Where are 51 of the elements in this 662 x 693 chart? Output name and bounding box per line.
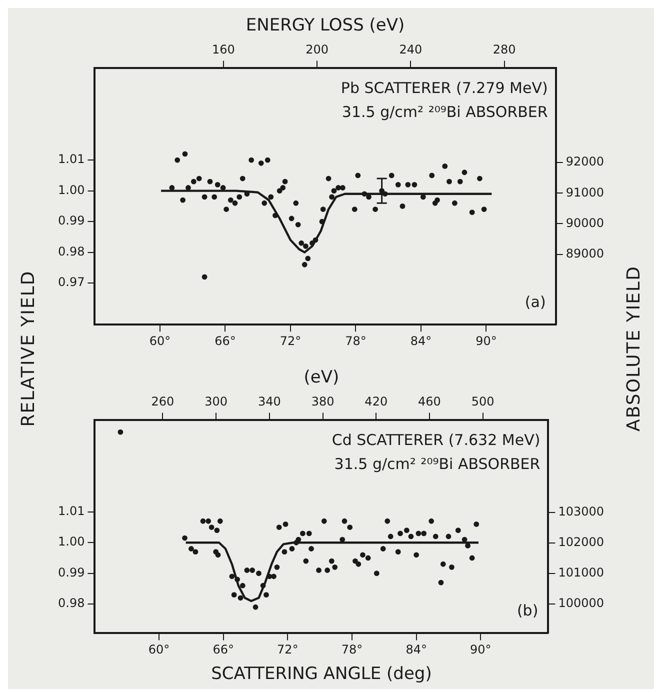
x-tick-label: 78° (341, 642, 363, 657)
y2-axis-title: ABSOLUTE YIELD (624, 266, 644, 432)
x2-tick-label: 380 (311, 394, 334, 409)
x2-tick-label: 260 (151, 394, 174, 409)
y-tick-label: 0.99 (58, 565, 85, 580)
y2-tick-label: 101000 (558, 566, 604, 580)
x-tick-label: 84° (406, 642, 427, 657)
y-tick-label: 0.99 (58, 214, 85, 228)
x2-tick-label: 300 (204, 394, 228, 409)
x2-tick-label: 500 (471, 394, 494, 409)
y-tick-label: 1.01 (58, 152, 85, 166)
annotation: 31.5 g/cm² ²⁰⁹Bi ABSORBER (334, 455, 540, 474)
x-tick-label: 84° (410, 334, 432, 348)
y2-tick-label: 90000 (566, 216, 604, 230)
y-tick-label: 0.98 (58, 244, 85, 258)
y2-tick-label: 92000 (566, 154, 604, 169)
x2-axis-title: (eV) (304, 368, 340, 388)
x-tick-label: 78° (345, 334, 366, 348)
x2-tick-label: 240 (399, 42, 422, 57)
x-tick-label: 60° (148, 642, 170, 657)
x2-tick-label: 200 (306, 42, 329, 57)
y-tick-label: 0.98 (58, 596, 85, 610)
y-tick-label: 1.00 (58, 534, 85, 549)
x-tick-label: 66° (212, 642, 234, 657)
x-tick-label: 90° (470, 642, 492, 657)
y-tick-label: 0.97 (58, 275, 85, 290)
y2-tick-label: 102000 (558, 535, 604, 550)
y-tick-label: 1.00 (58, 182, 85, 197)
x-tick-label: 72° (277, 642, 298, 657)
x2-axis-title: ENERGY LOSS (eV) (246, 16, 405, 36)
annotation: (b) (516, 602, 538, 620)
x-tick-label: 66° (214, 334, 236, 348)
annotation: Pb SCATTERER (7.279 MeV) (340, 79, 548, 98)
y-tick-label: 1.01 (58, 504, 85, 518)
y-axis-title: RELATIVE YIELD (18, 270, 39, 427)
x-tick-label: 72° (280, 334, 302, 348)
x-axis-title: SCATTERING ANGLE (deg) (211, 664, 432, 684)
x-tick-label: 90° (476, 334, 497, 348)
y2-tick-label: 89000 (566, 246, 604, 260)
y2-tick-label: 103000 (558, 504, 604, 519)
x-tick-label: 60° (149, 334, 171, 348)
annotation: 31.5 g/cm² ²⁰⁹Bi ABSORBER (342, 103, 548, 122)
x2-tick-label: 340 (258, 394, 281, 409)
annotation: (a) (524, 292, 546, 311)
x2-tick-label: 420 (364, 394, 388, 409)
x2-tick-label: 160 (212, 42, 235, 57)
x2-tick-label: 280 (492, 42, 516, 57)
annotation: Cd SCATTERER (7.632 MeV) (332, 431, 540, 450)
x2-tick-label: 460 (418, 394, 441, 409)
y2-tick-label: 91000 (566, 185, 604, 200)
y2-tick-label: 100000 (558, 596, 604, 610)
